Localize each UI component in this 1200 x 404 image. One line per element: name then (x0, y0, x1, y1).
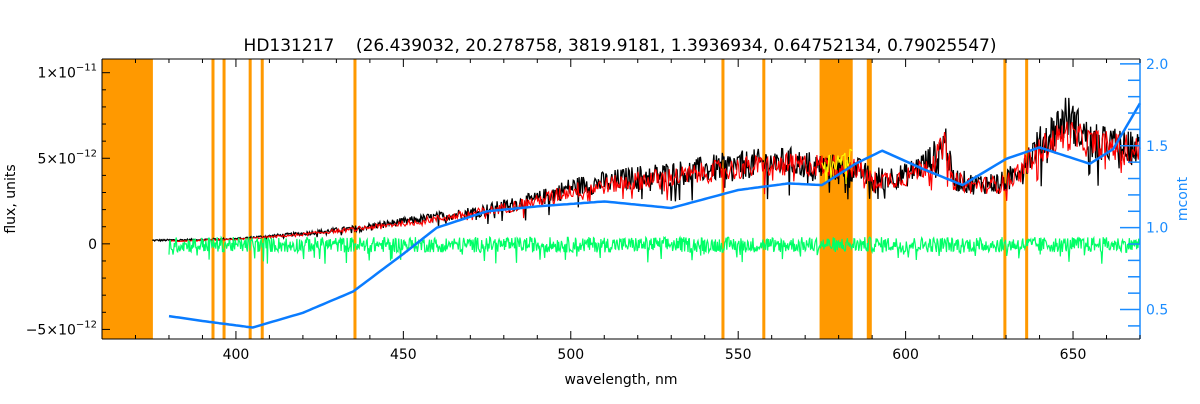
y-tick-mantissa: 1×10 (37, 66, 75, 82)
masked-region (1025, 59, 1029, 339)
masked-region (102, 59, 153, 339)
plot-series (152, 97, 1142, 329)
y-tick-exponent: −12 (76, 319, 97, 330)
x-tick-label: 450 (390, 347, 417, 363)
y-tick-exponent: −11 (76, 63, 97, 74)
observed-flux-line (152, 97, 1141, 243)
y-tick-label: −5×10−12 (26, 319, 97, 338)
x-tick-label: 600 (892, 347, 919, 363)
mcont-line (168, 102, 1142, 329)
y2-tick-label: 2.0 (1146, 57, 1168, 73)
x-tick-label: 400 (223, 347, 250, 363)
y2-axis-label: mcont (1175, 176, 1191, 221)
y2-tick-label: 1.5 (1146, 139, 1168, 155)
y-tick-mantissa: −5×10 (26, 322, 76, 338)
chart-title: HD131217 (26.439032, 20.278758, 3819.918… (244, 36, 997, 56)
y-axis-label: flux, units (3, 164, 19, 233)
masked-region (721, 59, 725, 339)
masked-region (762, 59, 766, 339)
y2-tick-label: 0.5 (1146, 303, 1168, 319)
axes: 400 450 500 550 600 6501×10−115×10−120−5×10−1… (26, 57, 1169, 363)
masked-regions (102, 59, 1029, 339)
residual-line (168, 235, 1140, 264)
model-masked-flux-line (821, 148, 853, 185)
y2-tick-label: 1.0 (1146, 221, 1168, 237)
masked-region (866, 59, 872, 339)
x-tick-label: 500 (557, 347, 584, 363)
y-tick-mantissa: 0 (88, 237, 97, 253)
masked-region (248, 59, 252, 339)
x-tick-label: 650 (1060, 347, 1087, 363)
masked-region (1003, 59, 1007, 339)
y-tick-label: 5×10−12 (37, 148, 97, 167)
model-flux-line (168, 121, 1140, 243)
masked-region (353, 59, 357, 339)
y-tick-exponent: −12 (76, 148, 97, 159)
y-tick-label: 0 (88, 237, 97, 253)
y-tick-mantissa: 5×10 (37, 151, 75, 167)
x-tick-label: 550 (725, 347, 752, 363)
masked-region (260, 59, 264, 339)
masked-region (819, 59, 853, 339)
masked-region (211, 59, 215, 339)
masked-region (222, 59, 226, 339)
x-axis-label: wavelength, nm (565, 372, 678, 388)
y-tick-label: 1×10−11 (37, 63, 97, 82)
